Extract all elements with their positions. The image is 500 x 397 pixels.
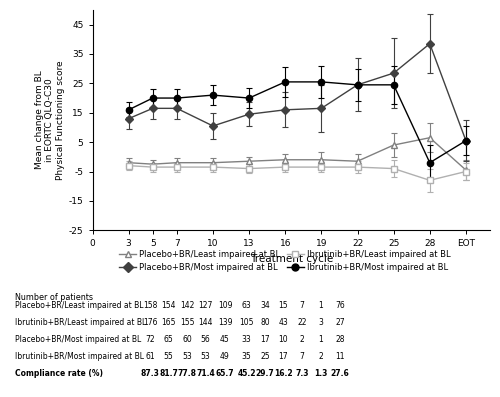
Text: 10: 10 [278,335,288,344]
Text: 81.7: 81.7 [159,369,178,378]
Text: 16.2: 16.2 [274,369,293,378]
Text: 71.4: 71.4 [196,369,215,378]
Text: 2: 2 [318,352,323,361]
Text: 158: 158 [143,301,157,310]
Text: 17: 17 [260,335,270,344]
Text: Ibrutinib+BR/Most impaired at BL: Ibrutinib+BR/Most impaired at BL [15,352,144,361]
Text: 56: 56 [200,335,210,344]
Text: 65: 65 [164,335,173,344]
Text: 27.6: 27.6 [330,369,349,378]
Text: 7.3: 7.3 [295,369,309,378]
Text: 109: 109 [218,301,232,310]
Text: 15: 15 [278,301,288,310]
Text: 87.3: 87.3 [140,369,160,378]
Text: 34: 34 [260,301,270,310]
Text: 154: 154 [161,301,176,310]
Y-axis label: Mean change from BL
in EORTC QLQ-C30
Physical Functioning score: Mean change from BL in EORTC QLQ-C30 Phy… [35,60,64,180]
Text: Ibrutinib+BR/Least impaired at BL: Ibrutinib+BR/Least impaired at BL [15,318,146,327]
Text: 1: 1 [318,335,323,344]
X-axis label: Treatment cycle: Treatment cycle [250,254,333,264]
Text: 139: 139 [218,318,232,327]
Text: 65.7: 65.7 [216,369,234,378]
Text: 77.8: 77.8 [178,369,197,378]
Text: 7: 7 [300,352,304,361]
Text: Compliance rate (%): Compliance rate (%) [15,369,103,378]
Text: Number of patients: Number of patients [15,293,93,302]
Text: 63: 63 [242,301,252,310]
Text: 3: 3 [318,318,323,327]
Text: Placebo+BR/Most impaired at BL: Placebo+BR/Most impaired at BL [15,335,142,344]
Text: 53: 53 [200,352,210,361]
Text: 144: 144 [198,318,213,327]
Text: 105: 105 [240,318,254,327]
Text: 29.7: 29.7 [256,369,274,378]
Text: 155: 155 [180,318,194,327]
Text: 127: 127 [198,301,212,310]
Text: 49: 49 [220,352,230,361]
Legend: Placebo+BR/Least impaired at BL, Placebo+BR/Most impaired at BL, Ibrutinib+BR/Le: Placebo+BR/Least impaired at BL, Placebo… [116,247,454,276]
Text: 55: 55 [164,352,173,361]
Text: 142: 142 [180,301,194,310]
Text: 11: 11 [335,352,345,361]
Text: 61: 61 [145,352,155,361]
Text: 1: 1 [318,301,323,310]
Text: 17: 17 [278,352,288,361]
Text: 176: 176 [143,318,157,327]
Text: 28: 28 [335,335,345,344]
Text: 60: 60 [182,335,192,344]
Text: 53: 53 [182,352,192,361]
Text: 7: 7 [300,301,304,310]
Text: 45: 45 [220,335,230,344]
Text: 2: 2 [300,335,304,344]
Text: 43: 43 [278,318,288,327]
Text: 33: 33 [242,335,252,344]
Text: 35: 35 [242,352,252,361]
Text: 165: 165 [161,318,176,327]
Text: 76: 76 [335,301,345,310]
Text: 1.3: 1.3 [314,369,327,378]
Text: 80: 80 [260,318,270,327]
Text: 22: 22 [297,318,307,327]
Text: 72: 72 [145,335,155,344]
Text: 27: 27 [335,318,345,327]
Text: Placebo+BR/Least impaired at BL: Placebo+BR/Least impaired at BL [15,301,144,310]
Text: 45.2: 45.2 [238,369,256,378]
Text: 25: 25 [260,352,270,361]
